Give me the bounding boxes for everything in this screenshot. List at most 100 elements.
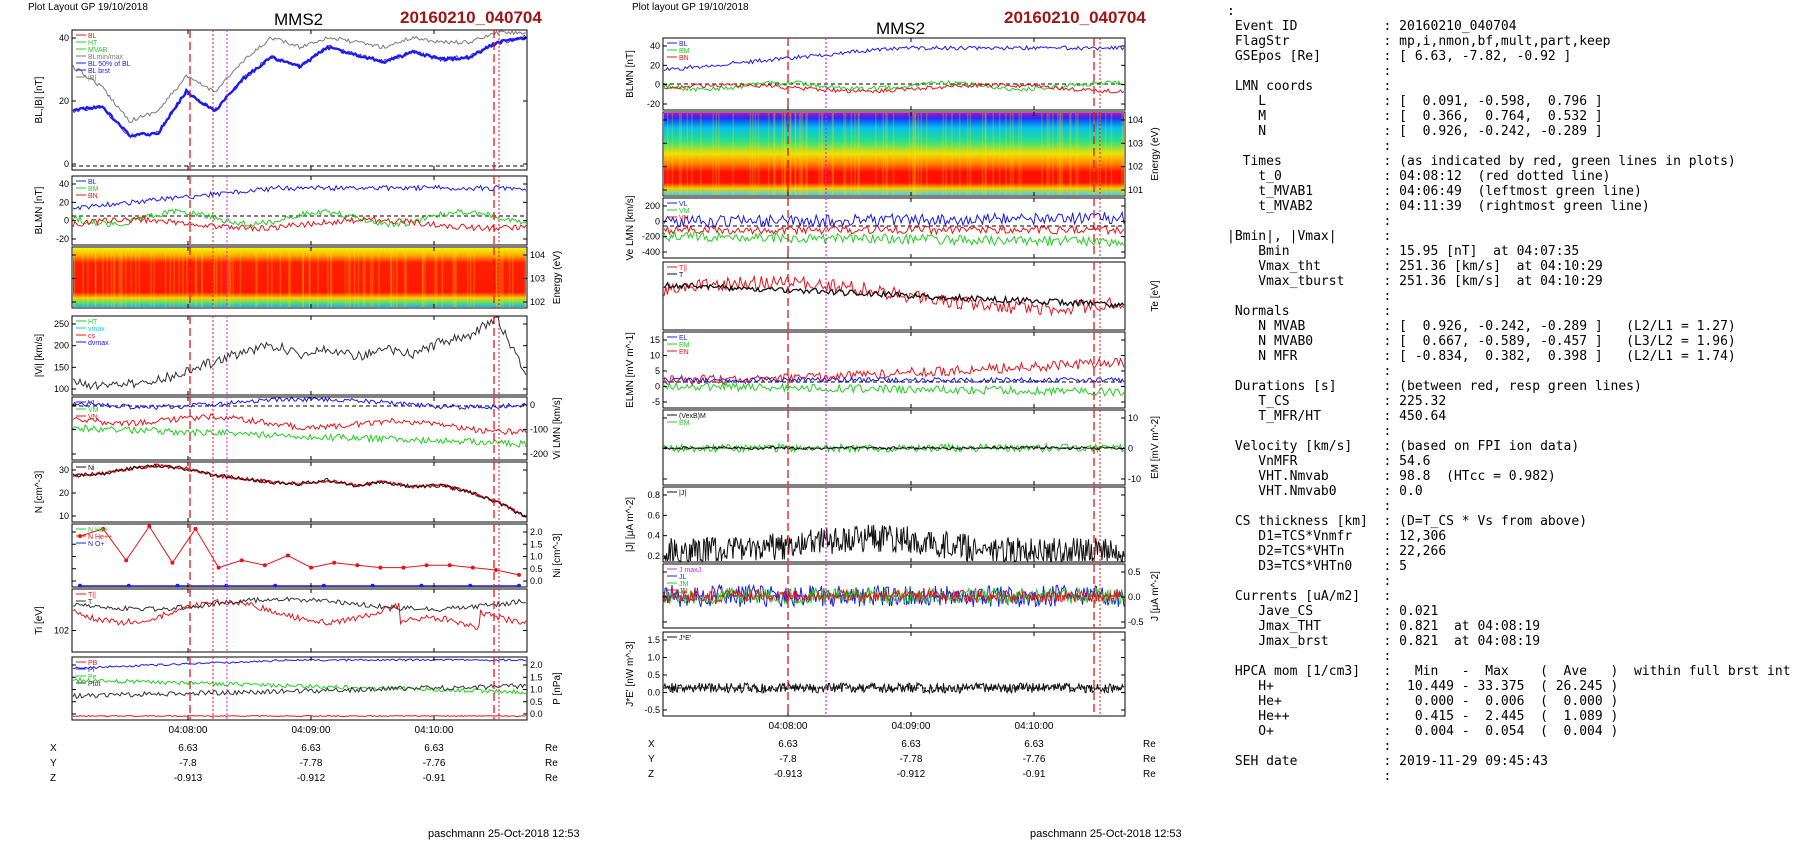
spectrogram-streak [790,113,792,195]
y-axis-label: P [nPa] [552,672,563,705]
spectrogram-streak [216,248,218,307]
data-point [224,583,229,588]
summary-line: : [1227,64,1392,79]
data-point [447,563,452,568]
y-tick-label: -0.5 [1128,617,1144,627]
coord-value: -7.8 [179,758,197,769]
y-tick-label: 101 [1128,185,1143,195]
series-VL [663,210,1125,229]
legend-entry: HT [88,319,98,326]
coord-row-label: X [648,739,655,750]
spectrogram-streak [794,113,796,195]
spectrogram-streak [124,248,127,307]
coord-value: -0.912 [297,773,326,784]
legend-entry: BL [88,33,97,40]
panel-frame [71,396,528,461]
series-JM [663,586,1125,606]
spectrogram-streak [317,248,319,307]
spectrogram-streak [288,248,290,307]
data-point [419,583,424,588]
legend-entry: Pi [88,667,95,674]
y-tick-label: 10 [1128,413,1138,423]
spectrogram-streak [73,248,76,307]
series-T [663,281,1125,309]
series-VM [72,413,527,436]
legend-entry: VM [88,407,99,414]
y-tick-label: 0 [655,216,660,226]
spectrogram-streak [908,113,911,195]
spectrogram-streak [1059,113,1061,195]
spectrogram-streak [110,248,113,307]
y-tick-label: 0.0 [530,709,543,719]
y-tick-label: 0.5 [530,697,543,707]
spectrogram-streak [945,113,947,195]
data-point [126,583,131,588]
spectrogram-streak [1075,113,1077,195]
legend-entry: HT [88,40,98,47]
spectrogram-streak [138,248,141,307]
event-summary-text: : Event ID : 20160210_040704 FlagStr : m… [1227,4,1791,784]
coord-value: -7.76 [1023,754,1046,765]
spectrogram-streak [969,113,972,195]
spectrogram-streak [118,248,121,307]
spectrogram-streak [213,248,216,307]
data-point [355,563,360,568]
spectrogram-streak [228,248,231,307]
spectrogram-streak [700,113,702,195]
legend-entry: JM [679,581,689,588]
spectrogram-streak [453,248,456,307]
spectrogram-streak [715,113,717,195]
spectrogram-streak [798,113,801,195]
y-axis-label: Energy (eV) [552,251,563,304]
legend-entry: T|| [679,265,687,272]
summary-line: D1=TCS*Vnmfr : 12,306 [1227,529,1447,544]
spectrogram-streak [1052,113,1054,195]
y-tick-label: -200 [530,449,548,459]
spectrogram-streak [279,248,282,307]
left-event-title: 20160210_040704 [400,8,542,27]
panel-middle-3: Te [eV] T||T [662,261,1161,331]
spectrogram-streak [1070,113,1072,195]
legend-entry: BL [88,179,97,186]
spectrogram-streak [784,113,786,195]
spectrogram-streak [232,248,234,307]
spectrogram-streak [330,248,333,307]
y-tick-label: 1.0 [647,653,660,663]
summary-line: Jave_CS : 0.021 [1227,604,1439,619]
legend-entry: cs [88,333,96,340]
spectrogram-streak [958,113,961,195]
legend-entry: J maxJ [679,567,701,574]
summary-line: t_MVAB2 : 04:11:39 (rightmost green line… [1227,199,1650,214]
series-Ni-red [72,463,527,518]
data-point [370,583,375,588]
data-point [424,563,429,568]
spectrogram-streak [800,113,802,195]
spectrogram-streak [984,113,987,195]
spectrogram-streak [112,248,115,307]
panel-middle-5: 10 0 -10 EM [mV m^-2] (VexB)MEM [662,409,1161,486]
series-abs-B [72,29,527,123]
legend-entry: VL [88,400,97,407]
spectrogram-streak [496,248,498,307]
y-axis-label: BL,|B| [nT] [34,76,45,123]
coord-value: 6.63 [178,743,198,754]
y-tick-label: 100 [54,384,69,394]
spectrogram-streak [390,248,392,307]
legend-entry: BL [679,41,688,48]
legend-entry: Ptot [88,681,101,688]
summary-line: Velocity [km/s] : (based on FPI ion data… [1227,439,1580,454]
y-tick-label: 0.5 [530,564,543,574]
summary-line: H+ : 10.449 - 33.375 ( 26.245 ) [1227,679,1619,694]
summary-line: t_MVAB1 : 04:06:49 (leftmost green line) [1227,184,1642,199]
spectrogram-streak [511,248,514,307]
spectrogram-streak [1012,113,1014,195]
panel-middle-6: 0.8 0.6 0.4 0.2 |J| [μA m^-2] |J| [625,486,1126,563]
legend-entry: EM [679,420,690,427]
spectrogram-streak [327,248,329,307]
spectrogram-streak [186,248,188,307]
panel-frame [71,246,528,309]
summary-line: He+ : 0.000 - 0.006 ( 0.000 ) [1227,694,1619,709]
legend-entry: EM [679,342,690,349]
